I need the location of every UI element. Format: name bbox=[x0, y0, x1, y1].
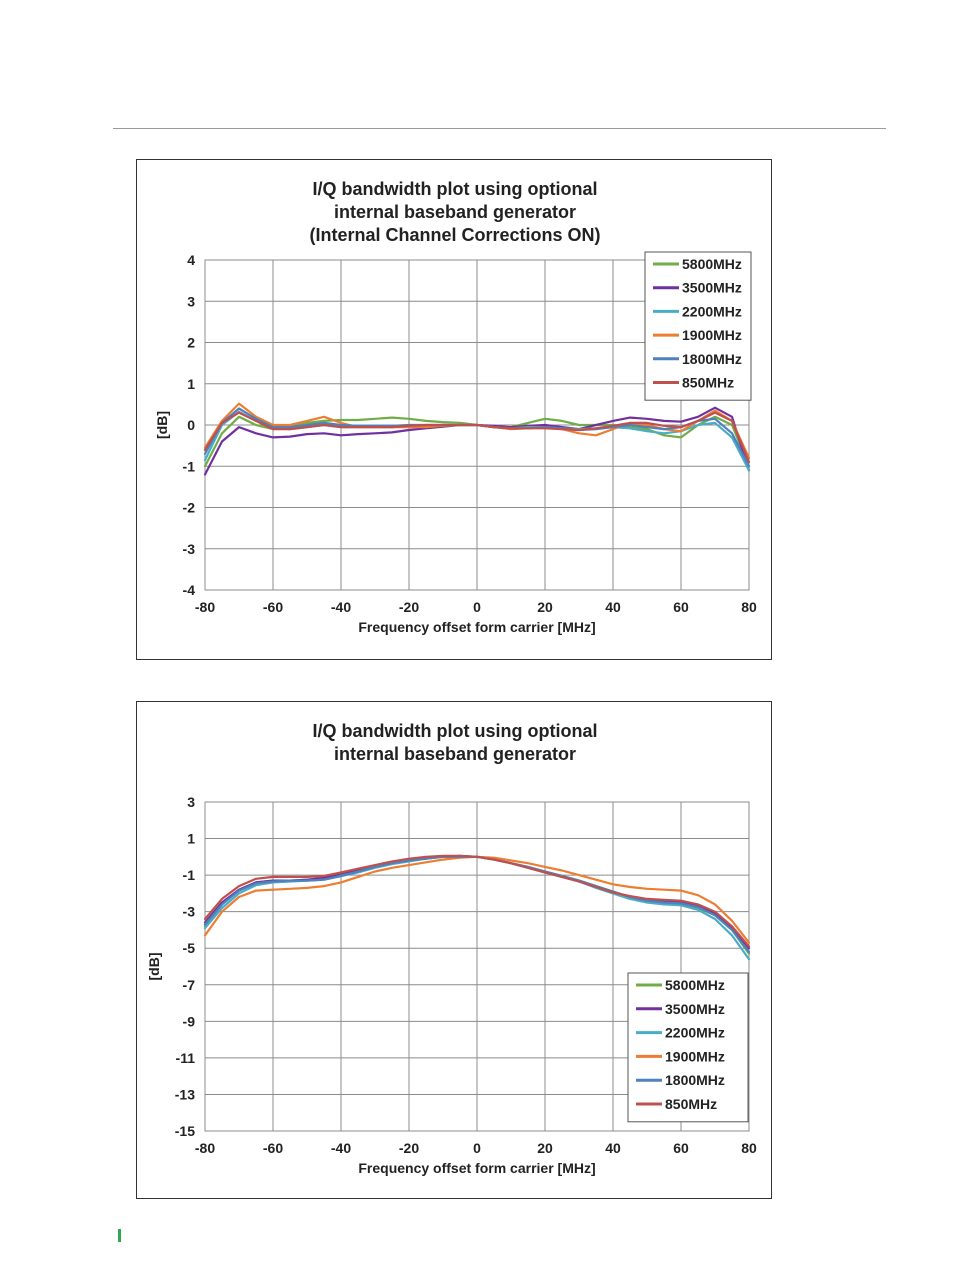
chart-title-line: (Internal Channel Corrections ON) bbox=[309, 225, 600, 245]
legend-entry: 850MHz bbox=[682, 375, 734, 391]
series-line-850mhz bbox=[203, 854, 751, 948]
legend-entry: 2200MHz bbox=[665, 1025, 725, 1041]
chart-title-line: internal baseband generator bbox=[334, 744, 576, 764]
x-tick-label: -80 bbox=[195, 599, 215, 615]
legend-entry: 3500MHz bbox=[665, 1001, 725, 1017]
y-tick-label: 3 bbox=[187, 293, 195, 309]
chart-corrections-on-svg: I/Q bandwidth plot using optional interna… bbox=[154, 179, 757, 635]
y-tick-label: -1 bbox=[183, 458, 196, 474]
y-axis-label: [dB] bbox=[146, 953, 162, 981]
x-tick-label: -40 bbox=[331, 599, 351, 615]
chart-corrections-off: I/Q bandwidth plot using optional interna… bbox=[136, 701, 772, 1199]
page-marker bbox=[118, 1229, 121, 1242]
legend-entry: 1900MHz bbox=[682, 327, 742, 343]
legend-box bbox=[627, 972, 749, 1123]
header-rule bbox=[113, 128, 886, 129]
y-tick-label: 2 bbox=[187, 335, 195, 351]
legend-entry: 2200MHz bbox=[682, 303, 742, 319]
x-tick-label: 20 bbox=[537, 1140, 553, 1156]
y-tick-label: -15 bbox=[175, 1123, 195, 1139]
x-tick-label: 40 bbox=[605, 1140, 621, 1156]
x-tick-label: 0 bbox=[473, 1140, 481, 1156]
legend-entry: 1800MHz bbox=[665, 1072, 725, 1088]
y-tick-label: 0 bbox=[187, 417, 195, 433]
x-tick-label: 40 bbox=[605, 599, 621, 615]
legend-entry: 1900MHz bbox=[665, 1048, 725, 1064]
x-tick-label: -20 bbox=[399, 1140, 419, 1156]
y-tick-label: -3 bbox=[183, 541, 196, 557]
x-tick-label: 80 bbox=[741, 599, 757, 615]
y-tick-label: -4 bbox=[183, 582, 196, 598]
y-tick-label: -1 bbox=[183, 867, 196, 883]
legend-entry: 850MHz bbox=[665, 1096, 717, 1112]
y-tick-label: 1 bbox=[187, 831, 195, 847]
x-tick-label: -40 bbox=[331, 1140, 351, 1156]
x-axis-label: Frequency offset form carrier [MHz] bbox=[358, 1160, 595, 1176]
x-tick-label: 20 bbox=[537, 599, 553, 615]
y-tick-label: 1 bbox=[187, 376, 195, 392]
x-tick-label: 60 bbox=[673, 599, 689, 615]
y-tick-label: -11 bbox=[176, 1050, 196, 1066]
legend-entry: 3500MHz bbox=[682, 280, 742, 296]
x-tick-label: -60 bbox=[263, 1140, 283, 1156]
legend-entry: 1800MHz bbox=[682, 351, 742, 367]
x-tick-label: 60 bbox=[673, 1140, 689, 1156]
x-tick-label: -80 bbox=[195, 1140, 215, 1156]
chart-corrections-off-svg: I/Q bandwidth plot using optional interna… bbox=[146, 721, 757, 1176]
legend-entry: 5800MHz bbox=[682, 256, 742, 272]
y-tick-label: 3 bbox=[187, 794, 195, 810]
chart-title-line: internal baseband generator bbox=[334, 202, 576, 222]
legend-entry: 5800MHz bbox=[665, 977, 725, 993]
y-tick-label: -5 bbox=[183, 940, 196, 956]
series-line-850mhz bbox=[203, 411, 751, 464]
chart-title-line: I/Q bandwidth plot using optional bbox=[313, 179, 598, 199]
y-tick-label: -9 bbox=[183, 1013, 196, 1029]
x-tick-label: -20 bbox=[399, 599, 419, 615]
x-tick-label: 80 bbox=[741, 1140, 757, 1156]
y-tick-label: -3 bbox=[183, 904, 196, 920]
chart-corrections-on: I/Q bandwidth plot using optional interna… bbox=[136, 159, 772, 660]
x-tick-label: 0 bbox=[473, 599, 481, 615]
y-tick-label: -7 bbox=[183, 977, 196, 993]
y-tick-label: -13 bbox=[175, 1086, 195, 1102]
y-axis-label: [dB] bbox=[154, 411, 170, 439]
y-tick-label: 4 bbox=[187, 252, 195, 268]
x-axis-label: Frequency offset form carrier [MHz] bbox=[358, 619, 595, 635]
legend-box bbox=[644, 251, 752, 401]
y-tick-label: -2 bbox=[183, 500, 196, 516]
x-tick-label: -60 bbox=[263, 599, 283, 615]
chart-title-line: I/Q bandwidth plot using optional bbox=[313, 721, 598, 741]
